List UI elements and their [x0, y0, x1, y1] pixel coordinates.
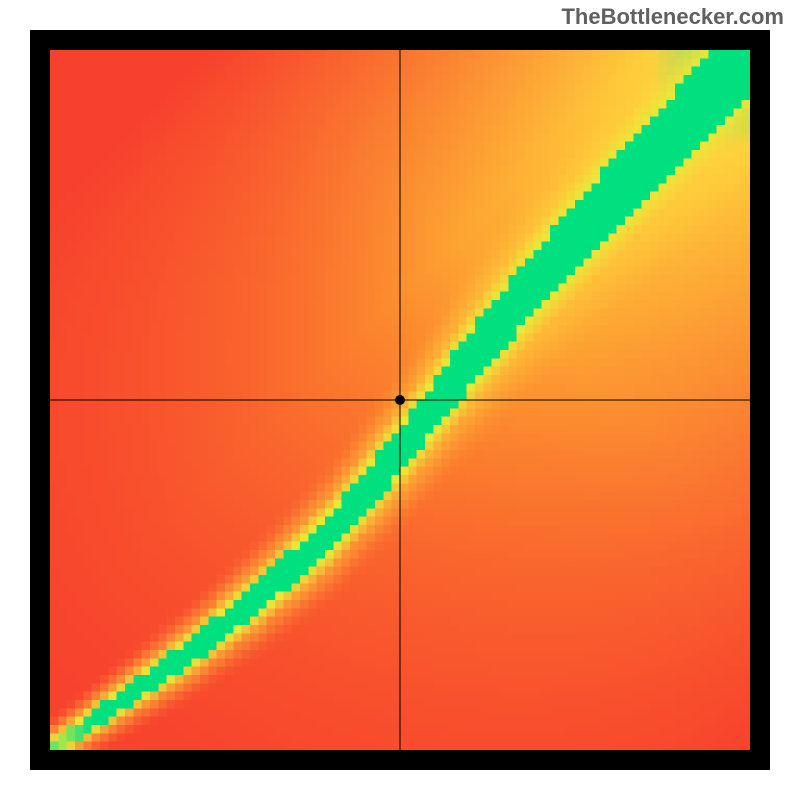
chart-container: TheBottlenecker.com: [0, 0, 800, 800]
heatmap-canvas: [50, 50, 750, 750]
attribution-text: TheBottlenecker.com: [561, 4, 784, 30]
plot-frame: [30, 30, 770, 770]
